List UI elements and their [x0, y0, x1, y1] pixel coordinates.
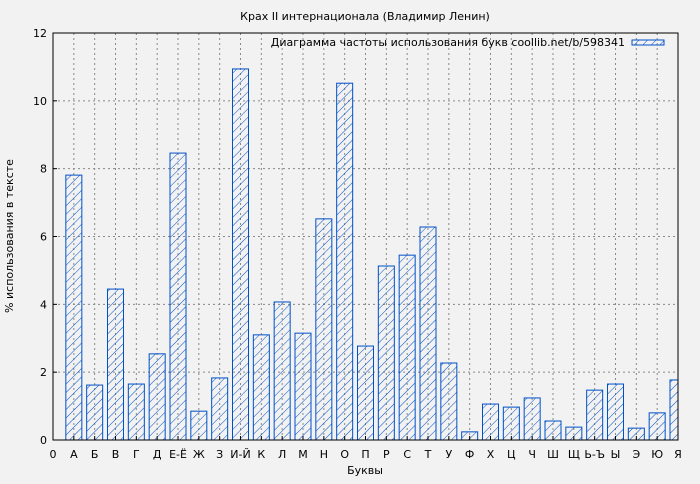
bar: [669, 379, 678, 440]
bar: [273, 301, 291, 440]
bar: [357, 345, 374, 440]
bars: [65, 68, 678, 440]
x-tick-label: М: [298, 448, 308, 461]
legend: Диаграмма частоты использования букв coo…: [271, 36, 665, 49]
bar: [648, 412, 666, 440]
y-tick-label: 8: [40, 163, 47, 176]
bar: [107, 288, 124, 440]
x-tick-label: Ь-Ъ: [584, 448, 605, 461]
x-tick-label: Р: [383, 448, 390, 461]
x-tick-label: А: [70, 448, 78, 461]
x-tick-label: И-Й: [230, 448, 250, 461]
bar: [211, 377, 229, 440]
bar: [65, 174, 83, 440]
bar: [377, 265, 395, 440]
bar: [336, 82, 354, 440]
y-tick-label: 6: [40, 231, 47, 244]
bar: [440, 362, 458, 440]
y-tick-label: 4: [40, 298, 47, 311]
bar: [586, 389, 604, 440]
bar: [419, 226, 437, 440]
y-axis-label: % использования в тексте: [3, 159, 16, 313]
x-tick-label: Х: [487, 448, 495, 461]
x-tick-label: 0: [50, 448, 57, 461]
x-tick-label: Ю: [651, 448, 663, 461]
bar: [86, 384, 104, 440]
legend-label: Диаграмма частоты использования букв coo…: [271, 36, 625, 49]
bar: [232, 68, 249, 440]
x-tick-label: Г: [133, 448, 140, 461]
bar: [252, 334, 270, 440]
x-tick-label: В: [112, 448, 120, 461]
bar: [398, 254, 416, 440]
bar: [523, 397, 541, 440]
bar: [294, 332, 312, 440]
x-tick-label: Н: [320, 448, 328, 461]
x-tick-label: Б: [91, 448, 99, 461]
bar: [482, 403, 499, 440]
bar: [607, 383, 624, 440]
x-axis-label: Буквы: [347, 464, 383, 477]
x-tick-label: Ы: [611, 448, 621, 461]
x-tick-label: Е-Ё: [169, 448, 187, 461]
x-tick-label: Л: [278, 448, 286, 461]
bar: [190, 410, 208, 440]
y-tick-label: 12: [33, 27, 47, 40]
x-tick-label: К: [257, 448, 265, 461]
x-tick-label: Э: [632, 448, 640, 461]
bar: [627, 427, 645, 440]
y-tick-label: 10: [33, 95, 47, 108]
bar: [169, 152, 187, 440]
legend-swatch: [631, 39, 665, 46]
x-tick-label: Т: [424, 448, 432, 461]
x-tick-label: Ц: [507, 448, 516, 461]
x-tick-label: Я: [674, 448, 682, 461]
y-tick-label: 2: [40, 366, 47, 379]
x-tick-label: П: [361, 448, 369, 461]
x-tick-label: Ж: [193, 448, 205, 461]
x-tick-label: Щ: [568, 448, 580, 461]
bar: [148, 353, 166, 440]
x-tick-label: З: [216, 448, 223, 461]
x-tick-label: С: [403, 448, 411, 461]
bar: [315, 218, 333, 440]
x-tick-label: Ш: [547, 448, 559, 461]
bar: [502, 406, 520, 440]
x-tick-label: О: [340, 448, 349, 461]
x-tick-label: Ч: [528, 448, 536, 461]
x-tick-label: Д: [153, 448, 162, 461]
x-tick-label: Ф: [465, 448, 474, 461]
chart-title: Крах II интернационала (Владимир Ленин): [240, 10, 490, 23]
x-tick-label: У: [445, 448, 452, 461]
y-tick-label: 0: [40, 434, 47, 447]
bar: [127, 383, 145, 440]
